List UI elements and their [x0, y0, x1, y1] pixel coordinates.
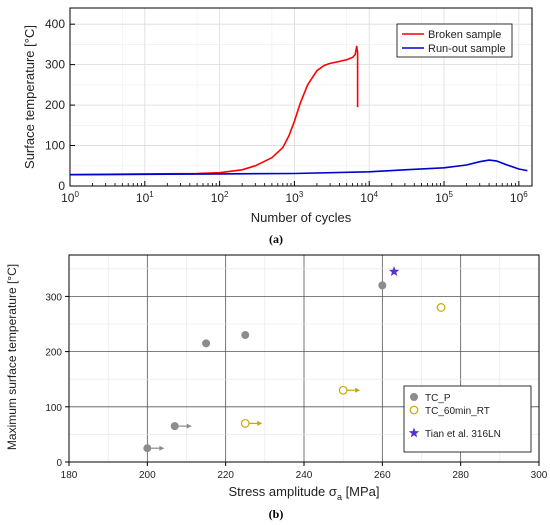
panel-a-y-tick-label: 0: [58, 179, 65, 193]
panel-a-y-tick-label: 200: [45, 98, 65, 112]
panel-b-runout-arrow-head: [355, 387, 361, 393]
panel-b-x-axis-label: Stress amplitude σa [MPa]: [228, 484, 379, 502]
panel-b-x-tick-label: 280: [452, 470, 469, 481]
panel-b-legend-marker: [408, 427, 420, 438]
panel-b-x-tick-label: 240: [296, 470, 313, 481]
panel-b-y-tick-label: 0: [56, 458, 62, 469]
panel-a-x-tick-label: 103: [286, 190, 304, 205]
panel-a-legend: Broken sample Run-out sample: [396, 23, 513, 58]
panel-a-x-tick-label: 105: [435, 190, 453, 205]
panel-b-runout-arrow-head: [186, 423, 192, 429]
panel-b-y-axis-label: Maximum surface temperature [°C]: [5, 264, 19, 450]
panel-b-x-tick-label: 180: [61, 470, 78, 481]
panel-a-series: [69, 45, 528, 176]
panel-a-x-axis-label: Number of cycles: [251, 210, 352, 225]
panel-b-point-s0-2: [202, 339, 211, 348]
panel-b-x-tick-label: 300: [531, 470, 548, 481]
panel-b-x-tick-label: 200: [139, 470, 156, 481]
panel-b-runout-arrow-head: [159, 445, 165, 451]
panel-b-y-ticks: 0 100 200 300: [45, 292, 69, 469]
panel-a-legend-label: Run-out sample: [428, 43, 506, 55]
panel-a-x-tick-label: 104: [360, 190, 378, 205]
panel-a-plot-frame: [69, 7, 533, 187]
panel-a-x-tick-label: 102: [211, 190, 229, 205]
panel-b-point-s0-1: [170, 422, 179, 431]
panel-b-legend: TC_P TC_60min_RT Tian et al. 316LN: [403, 385, 532, 453]
panel-b-x-ticks: 180 200 220 240 260 280 300: [61, 462, 548, 481]
panel-b-x-tick-label: 260: [374, 470, 391, 481]
panel-a-legend-label: Broken sample: [428, 29, 501, 41]
panel-a-y-axis-label: Surface temperature [°C]: [22, 25, 37, 169]
panel-b-legend-marker: [410, 393, 418, 401]
panel-b-legend-label: TC_60min_RT: [425, 406, 490, 417]
panel-b-point-s2-0: [388, 266, 400, 276]
panel-a-y-tick-label: 300: [45, 58, 65, 72]
panel-b-legend-label: Tian et al. 316LN: [425, 429, 501, 440]
panel-a-legend-box: [396, 23, 513, 58]
panel-b-y-tick-label: 100: [45, 403, 62, 414]
panel-a-x-tick-label: 106: [510, 190, 528, 205]
panel-a-series-line-0: [69, 45, 359, 176]
panel-b-point-s0-0: [143, 444, 152, 453]
panel-a-x-tick-label: 100: [61, 190, 79, 205]
panel-b-x-tick-label: 220: [217, 470, 234, 481]
panel-b-max-temperature-vs-stress: 180 200 220 240 260 280 300 0 100 200 300 Stress …: [5, 254, 548, 521]
panel-b-legend-box: [403, 385, 532, 453]
panel-a-x-tick-label: 101: [136, 190, 154, 205]
panel-b-series: [143, 266, 446, 453]
panel-a-caption: (a): [269, 232, 283, 246]
panel-b-point-s1-2: [436, 303, 446, 312]
panel-b-point-s1-1: [338, 385, 348, 395]
panel-b-point-s0-4: [378, 281, 387, 290]
panel-b-point-s0-3: [241, 331, 250, 340]
panel-a-y-tick-label: 400: [45, 17, 65, 31]
panel-a-series-line-1: [69, 159, 528, 176]
panel-a-y-ticks: 0 100 200 300 400: [45, 17, 75, 193]
panel-b-point-s1-0: [240, 418, 250, 428]
panel-b-legend-marker: [409, 405, 419, 415]
panel-b-y-tick-label: 200: [45, 348, 62, 359]
panel-b-legend-label: TC_P: [425, 393, 451, 404]
panel-b-y-tick-label: 300: [45, 292, 62, 303]
panel-b-caption: (b): [269, 507, 284, 521]
panel-b-runout-arrow-head: [257, 420, 263, 426]
panel-a-x-ticks: 100 101 102 103 104 105 106: [61, 181, 528, 205]
panel-a-y-tick-label: 100: [45, 139, 65, 153]
